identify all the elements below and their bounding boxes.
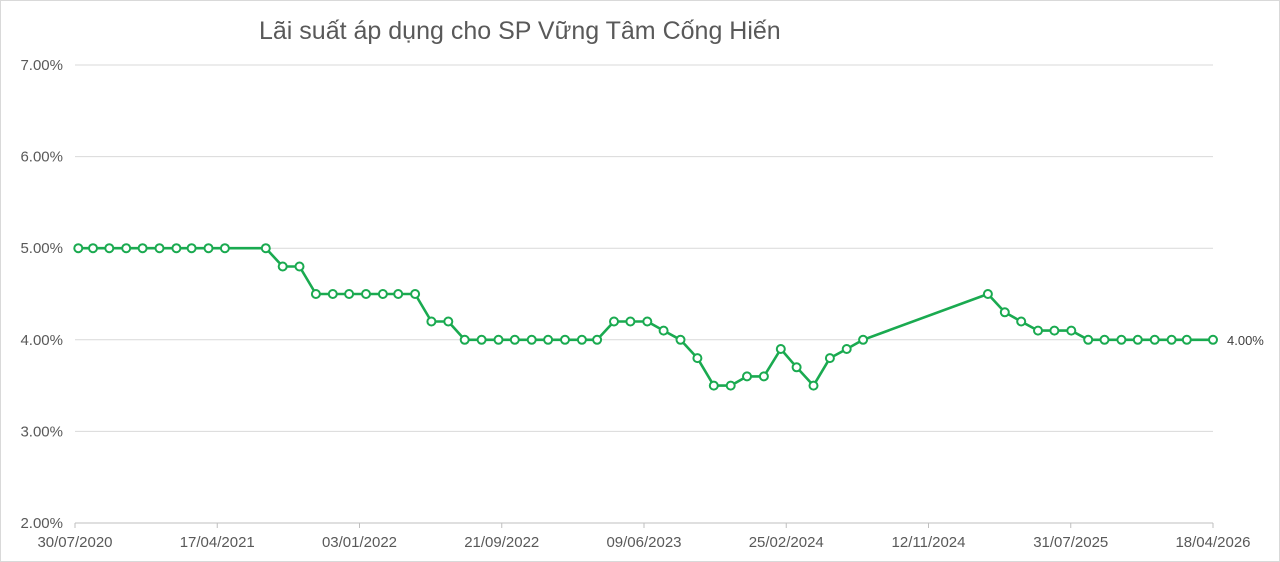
data-point: [186, 243, 197, 254]
data-point: [758, 371, 769, 382]
data-point: [493, 334, 504, 345]
data-point: [999, 307, 1010, 318]
data-point: [791, 362, 802, 373]
data-point: [858, 334, 869, 345]
data-point: [426, 316, 437, 327]
data-point: [1033, 325, 1043, 336]
data-point: [1132, 334, 1143, 345]
data-point: [459, 334, 470, 345]
data-point: [219, 243, 230, 254]
series-plot: [73, 243, 1218, 391]
data-point: [1166, 334, 1177, 345]
data-point: [327, 289, 338, 299]
x-tick-label: 30/07/2020: [37, 534, 112, 551]
data-point: [310, 289, 321, 299]
data-point: [361, 289, 371, 299]
data-point: [625, 316, 636, 327]
data-point: [1208, 334, 1218, 345]
x-tick-label: 25/02/2024: [749, 534, 824, 551]
data-point: [1181, 334, 1192, 345]
x-tick-label: 09/06/2023: [606, 534, 681, 551]
y-tick-label: 4.00%: [20, 332, 63, 349]
data-point: [137, 243, 148, 254]
data-point: [725, 380, 736, 391]
data-point: [576, 334, 587, 345]
data-point: [692, 353, 703, 364]
data-point: [509, 334, 520, 345]
data-point: [675, 334, 686, 345]
data-point: [294, 261, 305, 272]
axes: [74, 522, 1214, 528]
y-tick-label: 3.00%: [20, 423, 63, 440]
x-tick-label: 03/01/2022: [322, 534, 397, 551]
data-point: [1116, 334, 1127, 345]
data-point: [982, 289, 993, 299]
data-point: [377, 289, 388, 299]
data-point: [104, 243, 115, 254]
data-point: [1083, 334, 1094, 345]
data-point: [526, 334, 537, 345]
data-point: [1049, 325, 1060, 336]
data-point: [410, 289, 421, 299]
data-point: [1149, 334, 1160, 345]
y-tick-label: 6.00%: [20, 149, 63, 166]
data-point: [171, 243, 182, 254]
data-point: [841, 344, 852, 354]
data-point: [476, 334, 487, 345]
data-point: [609, 316, 619, 327]
data-point: [121, 243, 132, 254]
data-point: [88, 243, 98, 254]
data-point: [775, 344, 786, 354]
data-point: [543, 334, 554, 345]
data-point: [1099, 334, 1110, 345]
x-tick-label: 31/07/2025: [1033, 534, 1108, 551]
data-point: [1066, 325, 1077, 336]
x-tick-label: 18/04/2026: [1175, 534, 1250, 551]
y-tick-label: 5.00%: [20, 240, 63, 257]
data-point: [154, 243, 165, 254]
data-point: [73, 243, 84, 254]
data-point: [642, 316, 653, 327]
data-point: [277, 261, 288, 272]
chart-title: Lãi suất áp dụng cho SP Vững Tâm Cống Hi…: [259, 17, 781, 45]
data-point: [560, 334, 570, 345]
data-point: [592, 334, 603, 345]
data-point: [708, 380, 719, 391]
data-point: [658, 325, 669, 336]
data-point: [393, 289, 404, 299]
y-axis-tick-labels: 2.00% 3.00% 4.00% 5.00% 6.00% 7.00%: [20, 57, 63, 532]
data-point: [203, 243, 214, 254]
data-point: [742, 371, 752, 382]
x-tick-label: 12/11/2024: [892, 534, 966, 551]
data-point: [1016, 316, 1027, 327]
x-axis-tick-labels: 30/07/2020 17/04/2021 03/01/2022 21/09/2022…: [37, 534, 1250, 551]
x-tick-label: 17/04/2021: [180, 534, 255, 551]
y-tick-label: 2.00%: [20, 515, 63, 532]
y-tick-label: 7.00%: [20, 57, 63, 74]
data-point: [443, 316, 454, 327]
x-tick-label: 21/09/2022: [464, 534, 539, 551]
data-point: [808, 380, 819, 391]
data-point: [344, 289, 355, 299]
end-value-label: 4.00%: [1227, 333, 1264, 348]
data-point: [260, 243, 271, 254]
data-point: [824, 353, 835, 364]
